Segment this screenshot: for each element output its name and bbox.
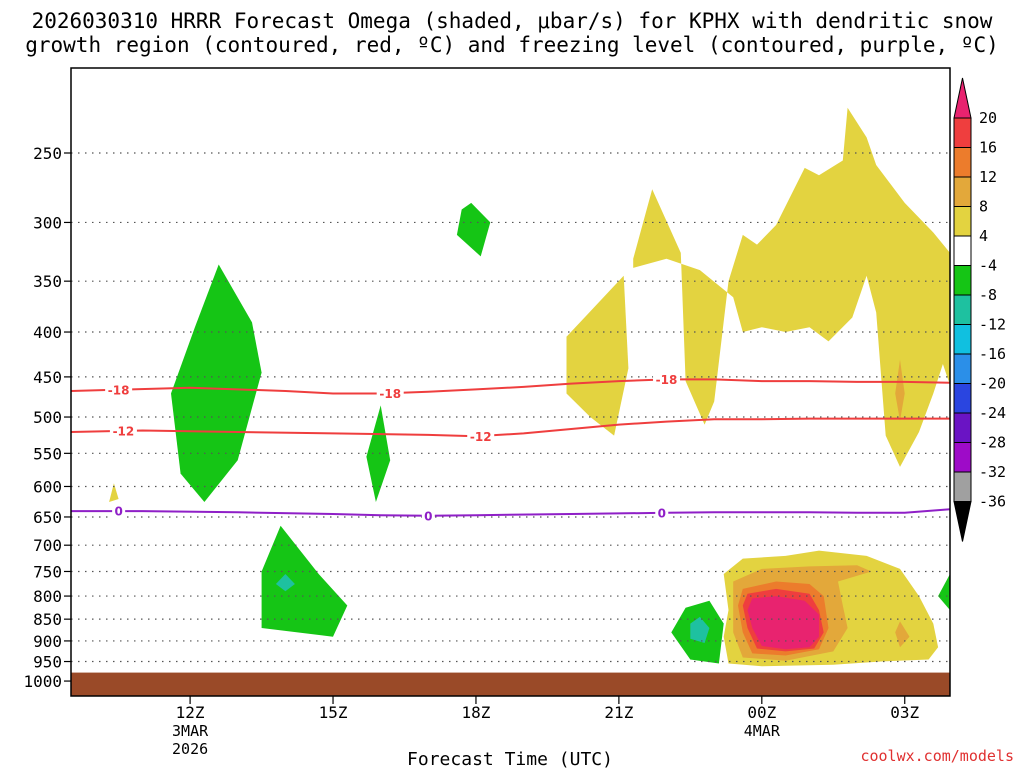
colorbar-swatch-12 — [953, 442, 972, 473]
colorbar-tick-label: 20 — [979, 109, 997, 127]
colorbar-tick-label: -12 — [979, 316, 1006, 334]
colorbar-top-arrow — [953, 77, 972, 119]
contour-label-bg — [655, 505, 669, 520]
contour-label-3-2: 0 — [424, 509, 432, 523]
omega-region-13 — [633, 107, 950, 467]
colorbar-tick-label: -8 — [979, 286, 997, 304]
credit-text: coolwx.com/models — [860, 747, 1014, 765]
colorbar-tick-label: -16 — [979, 345, 1006, 363]
x-tick-label-03Z: 03Z — [890, 703, 919, 722]
colorbar-swatch-6 — [953, 265, 972, 296]
contour-label-1-1: -18 — [108, 384, 130, 398]
contour-label-bg — [467, 429, 495, 444]
omega-region-2 — [456, 202, 491, 257]
colorbar-tick-label: 4 — [979, 227, 988, 245]
y-tick-label-400: 400 — [33, 323, 62, 342]
contour-label-3-3: 0 — [658, 506, 666, 520]
colorbar-swatch-1 — [953, 117, 972, 148]
omega-shaded-regions — [109, 107, 950, 667]
omega-region-1 — [171, 264, 262, 502]
omega-region-12 — [566, 275, 629, 436]
colorbar-swatch-11 — [953, 412, 972, 443]
x-tick-label-00Z: 00Z — [747, 703, 776, 722]
contour-label-2-1: -12 — [113, 425, 135, 439]
pressure-axis: 250 300 350 400 450 500 550 600 650 700 750 800 850 9… — [23, 144, 71, 691]
colorbar-tick-label: -36 — [979, 493, 1006, 511]
chart-title-line-2: growth region (contoured, red, ºC) and f… — [25, 33, 999, 57]
y-tick-label-1000: 1000 — [23, 672, 62, 691]
colorbar-bottom-arrow — [953, 501, 972, 542]
y-tick-label-650: 650 — [33, 508, 62, 527]
omega-region-11 — [109, 483, 119, 502]
contour-label-bg — [421, 508, 435, 523]
x-year-label: 2026 — [172, 740, 208, 758]
colorbar-tick-label: -28 — [979, 434, 1006, 452]
colorbar-tick-label: -32 — [979, 463, 1006, 481]
omega-region-4 — [261, 525, 348, 637]
contour-label-2-2: -12 — [470, 430, 492, 444]
colorbar-swatch-3 — [953, 176, 972, 207]
chart-title-line-1: 2026030310 HRRR Forecast Omega (shaded, … — [32, 9, 993, 33]
contour-label-bg — [112, 504, 126, 519]
x-tick-label-15Z: 15Z — [319, 703, 348, 722]
colorbar-swatch-7 — [953, 294, 972, 325]
plot-area: -18 -18 -18 -12 -12 0 0 0 — [71, 68, 950, 696]
omega-colorbar: 20 16 12 8 4 -4 -8 -12 -16 -20 -24 -28 -32 -36 — [953, 77, 1006, 542]
contour-line-2 — [71, 417, 950, 438]
y-tick-label-500: 500 — [33, 408, 62, 427]
colorbar-swatch-5 — [953, 235, 972, 266]
y-tick-label-950: 950 — [33, 653, 62, 672]
x-tick-label-21Z: 21Z — [604, 703, 633, 722]
contour-label-bg — [653, 372, 681, 387]
contour-label-1-3: -18 — [656, 373, 678, 387]
colorbar-swatch-9 — [953, 353, 972, 384]
omega-region-3 — [366, 405, 391, 502]
x-axis-label: Forecast Time (UTC) — [407, 749, 613, 768]
temperature-contours: -18 -18 -18 -12 -12 0 0 0 — [71, 372, 950, 523]
y-tick-label-900: 900 — [33, 632, 62, 651]
colorbar-swatch-4 — [953, 206, 972, 237]
omega-region-14 — [895, 359, 905, 421]
y-tick-label-750: 750 — [33, 562, 62, 581]
y-tick-label-800: 800 — [33, 587, 62, 606]
contour-label-bg — [376, 386, 404, 401]
colorbar-swatch-2 — [953, 147, 972, 178]
colorbar-tick-label: -4 — [979, 257, 997, 275]
plot-frame — [70, 67, 951, 697]
y-tick-label-300: 300 — [33, 213, 62, 232]
omega-region-7 — [690, 616, 710, 643]
colorbar-tick-label: 16 — [979, 139, 997, 157]
x-tick-label-12Z: 12Z — [176, 703, 205, 722]
colorbar-swatch-10 — [953, 383, 972, 414]
contour-label-3-1: 0 — [114, 505, 122, 519]
contour-label-1-2: -18 — [379, 387, 401, 401]
contour-label-bg — [109, 424, 137, 439]
y-tick-label-250: 250 — [33, 144, 62, 163]
y-tick-label-700: 700 — [33, 536, 62, 555]
contour-label-bg — [105, 383, 133, 398]
omega-region-5 — [275, 574, 295, 592]
colorbar-tick-label: 8 — [979, 198, 988, 216]
x-date-label: 3MAR — [172, 722, 209, 740]
colorbar-tick-label: -24 — [979, 404, 1006, 422]
colorbar-tick-label: 12 — [979, 168, 997, 186]
x-date-label: 4MAR — [744, 722, 781, 740]
omega-region-17 — [895, 621, 910, 648]
y-tick-label-600: 600 — [33, 477, 62, 496]
omega-region-20 — [747, 596, 819, 650]
x-tick-label-18Z: 18Z — [462, 703, 491, 722]
y-tick-label-450: 450 — [33, 368, 62, 387]
ground-terrain-band — [71, 672, 950, 696]
colorbar-swatch-8 — [953, 324, 972, 355]
colorbar-tick-label: -20 — [979, 375, 1006, 393]
y-tick-label-350: 350 — [33, 272, 62, 291]
omega-region-10 — [938, 574, 950, 611]
contour-line-1 — [71, 378, 950, 395]
y-tick-label-850: 850 — [33, 610, 62, 629]
colorbar-swatch-13 — [953, 471, 972, 502]
y-tick-label-550: 550 — [33, 444, 62, 463]
contour-line-3 — [71, 508, 950, 517]
